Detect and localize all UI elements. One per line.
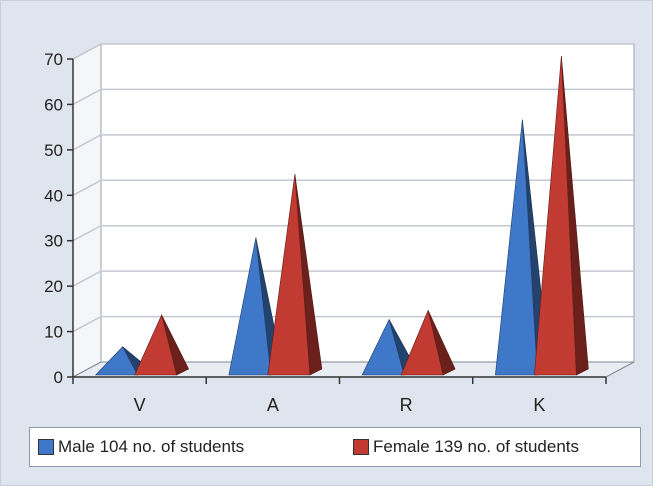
pyramid-female-A [267,174,323,376]
y-tick-label: 30 [44,232,63,251]
y-tick-label: 40 [44,186,63,205]
gridline-20 [72,270,634,287]
pyramid-female-V [134,314,190,376]
pyramid-front-face [495,119,538,376]
x-tick-label-R: R [400,395,413,415]
y-tick-label: 10 [44,323,63,342]
gridline-60 [72,88,634,106]
legend-item-female: Female 139 no. of students [353,437,579,457]
legend: Male 104 no. of students Female 139 no. … [29,427,641,467]
gridline-40 [72,179,634,196]
y-tick-label: 20 [44,277,63,296]
chart-left-wall [72,43,102,378]
pyramid-front-face [267,174,311,376]
y-tick-label: 70 [44,50,63,69]
legend-swatch-male [38,439,54,455]
chart-plot: 0 10 20 30 40 50 60 70 V A R K [44,43,635,415]
pyramid-front-face [134,314,178,376]
x-tick-label-K: K [533,395,545,415]
gridline-30 [72,224,634,242]
gridline-10 [72,315,634,333]
pyramid-front-face [400,309,444,376]
x-tick-label-V: V [134,395,146,415]
gridline-50 [72,134,634,151]
pyramid-front-face [228,237,272,376]
gridline-70 [72,43,634,60]
legend-label-male: Male 104 no. of students [58,437,245,456]
legend-item-male: Male 104 no. of students [38,437,244,457]
y-axis-ticks: 0 10 20 30 40 50 60 70 [44,50,73,387]
legend-label-female: Female 139 no. of students [373,437,580,456]
pyramid-female-K [534,55,589,376]
y-tick-label: 60 [44,95,63,114]
gridlines [72,43,634,333]
pyramid-marks [94,55,589,376]
pyramid-front-face [534,55,577,376]
pyramid-front-face [94,346,139,376]
x-tick-label-A: A [267,395,279,415]
y-tick-label: 50 [44,141,63,160]
y-tick-label: 0 [54,368,63,387]
legend-swatch-female [353,439,369,455]
pyramid-female-R [400,309,456,376]
pyramid-front-face [361,318,405,376]
